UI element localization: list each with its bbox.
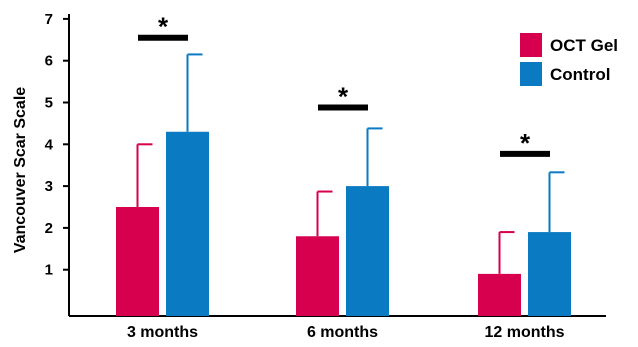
bar-oct-gel [116,207,159,316]
bar-oct-gel [478,273,521,316]
y-tick-label: 5 [45,95,53,112]
bar-control [528,232,571,316]
legend-label: OCT Gel [550,36,618,55]
y-tick-label: 3 [45,178,53,195]
significance-group: * * * [138,12,550,158]
legend: OCT Gel Control [520,33,618,86]
legend-label: Control [550,65,610,84]
significance-star: * [338,82,349,112]
significance-star: * [520,128,531,158]
category-labels: 3 months 6 months 12 months [127,324,565,341]
y-tick-label: 7 [45,11,53,28]
category-label: 3 months [127,324,198,341]
bar-oct-gel [296,236,339,316]
y-axis-ticks: 1 2 3 4 5 6 7 [45,11,69,279]
y-tick-label: 4 [45,136,54,153]
y-axis-title: Vancouver Scar Scale [12,87,29,253]
error-bar-group [136,53,565,274]
bar-control [166,131,209,316]
bar-group [116,131,571,316]
significance-star: * [158,12,169,42]
y-tick-label: 1 [45,262,53,279]
legend-swatch [520,33,542,57]
category-label: 12 months [484,324,564,341]
bar-control [346,186,389,316]
legend-swatch [520,62,542,86]
y-tick-label: 6 [45,53,53,70]
category-label: 6 months [307,324,378,341]
y-tick-label: 2 [45,220,53,237]
